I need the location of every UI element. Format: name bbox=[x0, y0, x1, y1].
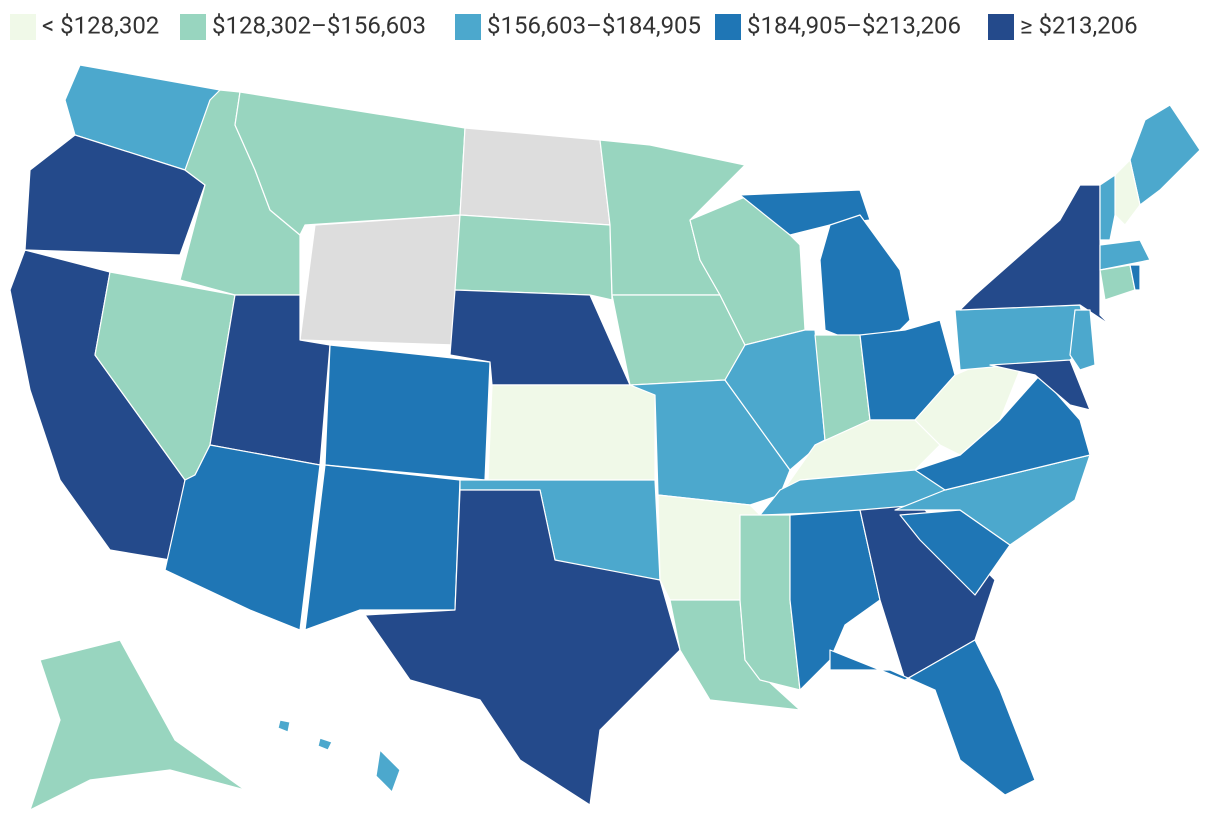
state bbox=[914, 359, 1021, 456]
state bbox=[899, 509, 1011, 596]
state bbox=[829, 639, 1036, 796]
state bbox=[611, 294, 746, 386]
state bbox=[1129, 264, 1141, 291]
state bbox=[277, 719, 291, 733]
state bbox=[164, 444, 321, 631]
state bbox=[459, 127, 611, 226]
legend-label: $156,603–$184,905 bbox=[487, 11, 701, 39]
state bbox=[324, 344, 491, 481]
legend-swatch bbox=[988, 14, 1014, 40]
legend-label: $184,905–$213,206 bbox=[747, 11, 961, 39]
state bbox=[1069, 309, 1096, 371]
legend-label: ≥ $213,206 bbox=[1020, 11, 1138, 39]
state bbox=[317, 737, 333, 751]
state bbox=[989, 359, 1091, 411]
legend-label: $128,302–$156,603 bbox=[212, 11, 426, 39]
legend-swatch bbox=[455, 14, 481, 40]
legend-swatch bbox=[180, 14, 206, 40]
state bbox=[454, 214, 613, 301]
state bbox=[29, 639, 246, 811]
state bbox=[819, 214, 911, 341]
legend-label: < $128,302 bbox=[42, 11, 159, 39]
state bbox=[1099, 264, 1136, 301]
state bbox=[487, 384, 656, 481]
legend-swatch bbox=[715, 14, 741, 40]
state bbox=[299, 214, 461, 346]
state bbox=[959, 184, 1111, 326]
state bbox=[1099, 174, 1116, 241]
legend: < $128,302 $128,302–$156,603 $156,603–$184… bbox=[10, 11, 1138, 40]
state bbox=[364, 489, 681, 806]
state bbox=[304, 464, 461, 631]
state bbox=[375, 749, 401, 793]
state bbox=[1099, 239, 1151, 271]
legend-swatch bbox=[10, 14, 36, 40]
state bbox=[1129, 104, 1201, 206]
states bbox=[9, 64, 1201, 811]
